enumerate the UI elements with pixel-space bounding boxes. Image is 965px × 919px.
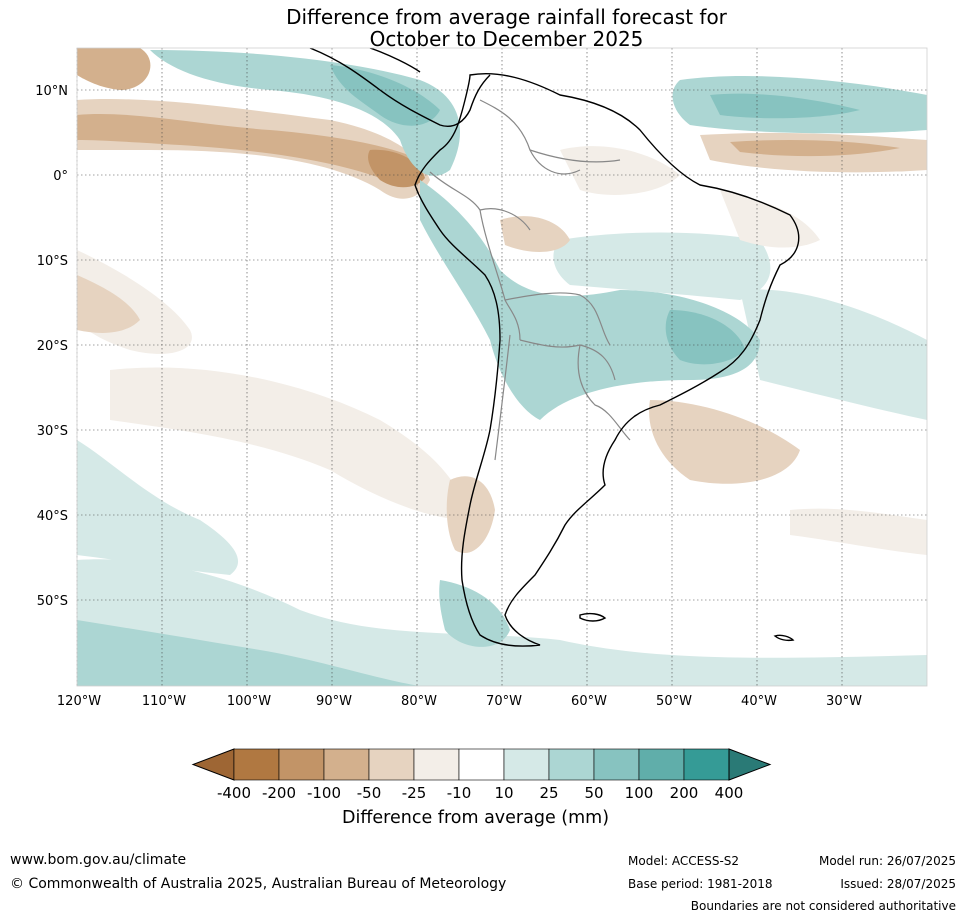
anomaly-region-sw-pacific: [77, 440, 239, 575]
colorbar-segment: [458, 748, 505, 781]
lat-label: 10°S: [37, 254, 68, 269]
lat-label: 30°S: [37, 424, 68, 439]
anomaly-region-equatorial-pacific-dry-core: [77, 113, 420, 181]
colorbar-label: Difference from average (mm): [342, 808, 610, 828]
colorbar-segment: [503, 748, 550, 781]
lon-label: 110°W: [142, 694, 186, 709]
anomaly-region-central-brazil-wet-outer: [553, 232, 771, 300]
colorbar-segment: [593, 748, 640, 781]
anomaly-region-central-brazil-wet-core: [665, 310, 745, 365]
colorbar-extend-low: [191, 748, 235, 781]
lon-label: 100°W: [227, 694, 271, 709]
colorbar-segment: [323, 748, 370, 781]
anomaly-region-subtropical-pacific-dry: [110, 367, 470, 520]
colorbar-segment: [683, 748, 730, 781]
anomaly-region-equatorial-atlantic-dry-core: [730, 140, 900, 157]
footer-disclaimer: Boundaries are not considered authoritat…: [690, 899, 956, 913]
country-boundaries: [429, 99, 631, 461]
lon-label: 60°W: [571, 694, 607, 709]
footer-model: Model: ACCESS-S2: [628, 854, 740, 868]
colorbar-tick-label: 100: [625, 784, 654, 802]
lon-label: 50°W: [656, 694, 692, 709]
colorbar-tick-label: 200: [670, 784, 699, 802]
anomaly-region-northeast-brazil-dry: [500, 216, 570, 252]
lat-label: 10°N: [35, 84, 68, 99]
colorbar-segment: [368, 748, 415, 781]
colorbar-segment: [638, 748, 685, 781]
map-title-line1: Difference from average rainfall forecas…: [286, 5, 727, 29]
anomaly-region-northeast-coast-dry: [720, 190, 820, 248]
anomaly-region-south-atlantic-wet: [740, 289, 927, 420]
anomaly-region-north-pacific-dry: [77, 48, 151, 90]
colorbar-segment: [278, 748, 325, 781]
rainfall-anomaly-field: [77, 48, 927, 686]
footer-issued: Issued: 28/07/2025: [840, 877, 956, 891]
lon-label: 70°W: [486, 694, 522, 709]
colorbar-segment: [413, 748, 460, 781]
footer-base-period: Base period: 1981-2018: [628, 877, 773, 891]
map-title-line2: October to December 2025: [369, 27, 644, 51]
falkland-islands: [579, 612, 607, 622]
coastlines: [309, 48, 800, 647]
colorbar-extend-high: [728, 748, 772, 781]
colorbar-tick-label: 25: [539, 784, 558, 802]
footer-copyright: © Commonwealth of Australia 2025, Austra…: [10, 876, 507, 892]
south-america-coastline: [414, 73, 800, 647]
colorbar-tick-label: 400: [715, 784, 744, 802]
anomaly-region-patagonia-dry: [446, 476, 495, 554]
colorbar-tick-label: 50: [584, 784, 603, 802]
anomaly-region-ecuador-dry: [368, 149, 425, 188]
colorbar: -400 -200 -100 -50 -25 -10 10 25 50 100 200 400: [191, 748, 772, 802]
colorbar-tick-label: -10: [447, 784, 472, 802]
colorbar-tick-label: -200: [262, 784, 296, 802]
anomaly-region-south-atlantic-dry: [649, 400, 800, 484]
colorbar-segment: [233, 748, 280, 781]
colorbar-tick-label: 10: [494, 784, 513, 802]
colorbar-tick-label: -50: [357, 784, 382, 802]
lat-label: 20°S: [37, 339, 68, 354]
anomaly-region-north-brazil-dry: [560, 146, 680, 195]
colorbar-tick-label: -25: [402, 784, 427, 802]
lat-label: 50°S: [37, 594, 68, 609]
lon-label: 30°W: [826, 694, 862, 709]
footer-model-run: Model run: 26/07/2025: [818, 854, 956, 868]
map-gridlines: [76, 48, 927, 686]
anomaly-region-south-atlantic-dry-outer: [790, 508, 927, 555]
lon-label: 90°W: [316, 694, 352, 709]
anomaly-region-southeast-pacific-dry-core: [77, 275, 140, 333]
caribbean-coastline: [369, 48, 421, 73]
south-georgia: [773, 634, 795, 642]
lon-label: 80°W: [401, 694, 437, 709]
anomaly-region-patagonia-wet: [439, 580, 510, 647]
footer-url: www.bom.gov.au/climate: [10, 852, 187, 868]
central-america-coastline: [309, 48, 491, 127]
colorbar-tick-label: -400: [217, 784, 251, 802]
colorbar-tick-label: -100: [307, 784, 341, 802]
anomaly-region-amazon-wet: [420, 180, 760, 420]
lat-label: 40°S: [37, 509, 68, 524]
colorbar-segment: [548, 748, 595, 781]
latitude-labels: 10°N 0° 10°S 20°S 30°S 40°S 50°S: [35, 84, 68, 609]
map-frame: [76, 47, 928, 687]
lat-label: 0°: [53, 169, 68, 184]
lon-label: 40°W: [741, 694, 777, 709]
anomaly-region-southern-ocean-wetter: [77, 620, 420, 686]
longitude-labels: 120°W 110°W 100°W 90°W 80°W 70°W 60°W 50…: [57, 694, 862, 709]
lon-label: 120°W: [57, 694, 101, 709]
anomaly-region-tropical-atlantic-wet-core: [710, 93, 860, 119]
anomaly-region-southern-ocean: [77, 559, 927, 686]
